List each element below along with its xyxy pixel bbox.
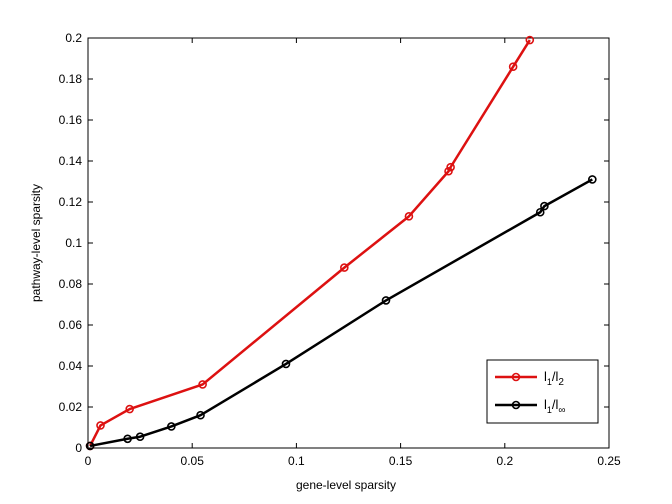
y-tick-label: 0.1	[65, 236, 82, 250]
x-tick-label: 0.2	[496, 454, 513, 468]
axes: 0 0.05 0.1 0.15 0.2 0.25 0 0.02 0.04 0.06 0.08 0.1 0…	[59, 31, 621, 468]
y-tick-label: 0.18	[59, 72, 83, 86]
legend-label-main: l	[544, 369, 547, 384]
legend-label: l1/l2	[544, 369, 564, 388]
data-point	[198, 380, 207, 389]
data-point	[525, 35, 535, 45]
x-tick-label: 0	[85, 454, 92, 468]
series-1	[85, 175, 597, 451]
data-point	[508, 62, 518, 71]
data-point	[167, 422, 176, 431]
data-point	[540, 201, 549, 211]
legend-swatch-marker	[511, 400, 521, 410]
legend-label-sub2: 2	[558, 377, 564, 388]
data-point	[340, 263, 349, 272]
data-point	[123, 434, 132, 444]
legend-label-sep: /l	[552, 397, 559, 412]
y-tick-label: 0.06	[59, 318, 83, 332]
y-tick-label: 0.16	[59, 113, 83, 127]
data-point	[96, 421, 105, 430]
legend-swatch-marker	[511, 372, 521, 382]
legend-label-sub1: 1	[547, 405, 552, 415]
data-point	[196, 410, 205, 420]
data-point	[381, 296, 391, 305]
data-point	[535, 207, 545, 217]
data-point	[281, 359, 291, 369]
y-tick-label: 0.12	[59, 195, 83, 209]
legend-label-sep: /l	[552, 369, 559, 384]
data-point	[404, 212, 414, 221]
legend-label-main: l	[544, 397, 547, 412]
data-point	[446, 162, 455, 172]
x-tick-label: 0.05	[181, 454, 205, 468]
data-point	[125, 404, 134, 414]
y-tick-label: 0.04	[59, 359, 83, 373]
data-point	[588, 175, 597, 184]
series-0	[85, 35, 535, 451]
legend-box	[486, 359, 599, 424]
legend-label-sub1: 1	[547, 377, 552, 387]
y-tick-label: 0.08	[59, 277, 83, 291]
series-line	[88, 39, 531, 447]
data-point	[444, 166, 453, 176]
data-point	[135, 432, 145, 442]
y-tick-label: 0.02	[59, 400, 83, 414]
x-axis-label: gene-level sparsity	[296, 478, 396, 492]
x-tick-label: 0.25	[597, 454, 621, 468]
series-layer	[85, 35, 597, 451]
y-tick-label: 0.2	[65, 31, 82, 45]
y-axis-label: pathway-level sparsity	[29, 184, 43, 302]
legend-label: l1/l∞	[544, 397, 566, 416]
y-tick-label: 0.14	[59, 154, 83, 168]
legend-label-sub2: ∞	[558, 405, 565, 416]
x-tick-label: 0.1	[288, 454, 305, 468]
y-tick-label: 0	[75, 441, 82, 455]
data-point	[85, 441, 95, 451]
x-tick-label: 0.15	[389, 454, 413, 468]
